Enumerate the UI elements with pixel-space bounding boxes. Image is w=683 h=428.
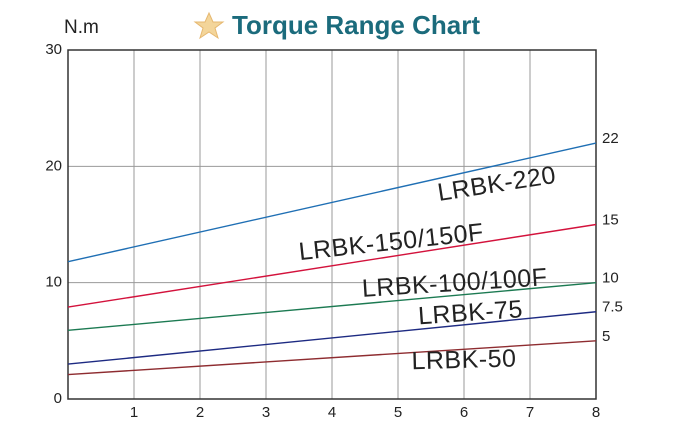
series-name-label: LRBK-150/150F <box>297 218 485 266</box>
x-tick-label: 4 <box>328 404 336 421</box>
y-tick-label: 20 <box>45 157 62 174</box>
end-value-label: 10 <box>602 270 619 287</box>
y-tick-label: 0 <box>54 390 62 407</box>
series-name-label: LRBK-220 <box>436 161 558 207</box>
x-tick-label: 3 <box>262 404 270 421</box>
x-tick-label: 1 <box>130 404 138 421</box>
series-line <box>67 311 597 365</box>
x-tick-label: 8 <box>592 404 600 421</box>
y-axis-label: N.m <box>64 17 99 38</box>
title-star <box>193 11 225 40</box>
series-name-label: LRBK-50 <box>411 344 517 375</box>
chart-title: Torque Range Chart <box>232 10 480 40</box>
series-name-label: LRBK-75 <box>417 295 524 330</box>
series-line <box>67 340 597 376</box>
y-tick-label: 10 <box>45 274 62 291</box>
y-tick-label: 30 <box>45 41 62 58</box>
series-line <box>67 142 597 263</box>
end-value-label: 7.5 <box>602 299 623 316</box>
series-line <box>67 223 597 308</box>
end-value-label: 22 <box>602 130 619 147</box>
x-tick-label: 7 <box>526 404 534 421</box>
end-value-label: 5 <box>602 328 610 345</box>
series-line <box>67 281 597 332</box>
x-tick-label: 2 <box>196 404 204 421</box>
end-value-label: 15 <box>602 211 619 228</box>
x-tick-label: 5 <box>394 404 402 421</box>
x-tick-label: 6 <box>460 404 468 421</box>
